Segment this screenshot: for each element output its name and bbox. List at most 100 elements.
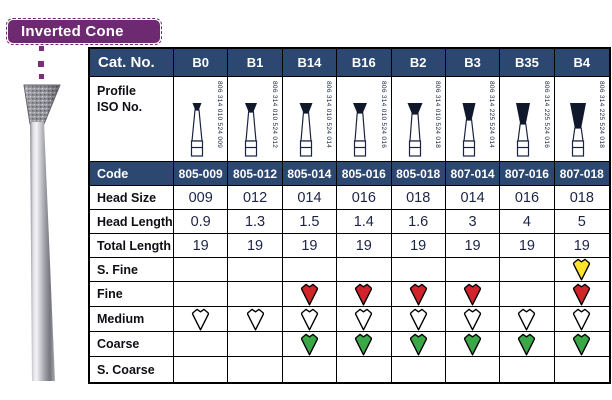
bur-profile-icon	[462, 103, 476, 157]
spec-cell-b1-text: 012	[242, 189, 268, 206]
grit-cell-b2	[391, 282, 446, 307]
grit-cell-b1	[228, 357, 283, 382]
grit-drop-icon-white	[300, 308, 319, 331]
bur-profile-icon	[299, 103, 313, 157]
grit-cell-b2	[391, 332, 446, 357]
grit-drop-icon-green	[300, 333, 319, 356]
code-cell-b16: 805-016	[337, 162, 392, 186]
grit-drop-icon-white	[518, 308, 536, 331]
spec-cell-b2: 19	[391, 234, 446, 258]
row-label-code: Code	[90, 162, 174, 186]
spec-cell-b4-text: 018	[569, 189, 594, 206]
grit-cell-b3	[445, 258, 501, 282]
grit-cell-b1	[228, 332, 283, 357]
spec-cell-b1: 19	[228, 234, 283, 258]
column-header-b1: B1	[228, 49, 283, 77]
grit-cell-b0	[174, 282, 229, 307]
bur-profile-icon	[353, 103, 368, 157]
row-label-s-fine: S. Fine	[90, 258, 174, 282]
column-header-b16-text: B16	[351, 55, 376, 70]
column-header-b35-text: B35	[515, 55, 539, 70]
grit-cell-b35	[500, 307, 555, 332]
spec-cell-b2-text: 1.6	[408, 213, 429, 230]
grit-drop-icon-white	[246, 308, 264, 331]
column-header-b2-text: B2	[409, 55, 427, 70]
spec-cell-b16-text: 19	[355, 237, 372, 254]
grit-drop-icon-white	[409, 308, 427, 331]
grit-cell-b2	[391, 258, 446, 282]
code-cell-b3: 807-014	[445, 162, 501, 186]
spec-cell-b1-text: 1.3	[244, 213, 266, 230]
column-header-b35: B35	[500, 49, 555, 77]
row-label-head-size: Head Size	[90, 186, 174, 210]
spec-cell-b2-text: 19	[410, 237, 427, 254]
grit-cell-b0	[174, 332, 229, 357]
grit-drop-icon-green	[463, 333, 482, 356]
spec-cell-b2: 018	[391, 186, 446, 210]
code-cell-b3-text: 807-014	[450, 166, 495, 181]
column-header-b14-text: B14	[297, 55, 322, 70]
spec-cell-b14-text: 014	[297, 189, 322, 206]
code-cell-b0: 805-009	[174, 162, 229, 186]
section-title-badge: Inverted Cone	[6, 18, 162, 45]
grit-drop-icon-white	[463, 308, 482, 331]
bur-catalog-table: Cat. No. B0 B1 B14 B16 B2 B3 B35 B4 Profile ISO No…	[88, 47, 611, 384]
spec-cell-b35-text: 19	[518, 237, 535, 254]
grit-cell-b35	[500, 282, 555, 307]
profile-cell-b16: 806 314 010 524 016	[337, 77, 392, 162]
grit-cell-b1	[228, 282, 283, 307]
grit-drop-icon-red	[300, 283, 319, 306]
iso-number-vertical: 806 314 010 524 014	[325, 81, 333, 149]
column-header-b4: B4	[554, 49, 609, 77]
row-label-s-coarse-text: S. Coarse	[97, 362, 155, 377]
spec-cell-b14-text: 1.5	[299, 213, 320, 230]
spec-cell-b2: 1.6	[391, 210, 446, 234]
decorative-dot	[39, 74, 44, 79]
grit-cell-b2	[391, 307, 446, 332]
code-cell-b4-text: 807-018	[559, 166, 604, 181]
spec-cell-b16-text: 1.4	[353, 213, 374, 230]
spec-cell-b35: 19	[500, 234, 555, 258]
iso-number-vertical: 806 314 225 524 018	[598, 81, 605, 149]
spec-cell-b35-text: 016	[514, 189, 540, 206]
grit-cell-b3	[445, 332, 501, 357]
spec-cell-b14: 1.5	[282, 210, 338, 234]
grit-cell-b35	[500, 357, 555, 382]
grit-cell-b1	[228, 258, 283, 282]
spec-cell-b1-text: 19	[246, 237, 264, 254]
grit-drop-icon-red	[463, 283, 482, 306]
grit-cell-b2	[392, 357, 446, 382]
spec-cell-b35: 016	[500, 186, 555, 210]
row-label-profile-iso: Profile ISO No.	[90, 77, 174, 162]
grit-cell-b3	[446, 357, 501, 382]
grit-drop-icon-red	[409, 283, 427, 306]
column-header-b1-text: B1	[246, 55, 264, 70]
spec-cell-b14: 014	[282, 186, 338, 210]
code-cell-b14: 805-014	[282, 162, 338, 186]
code-cell-b16-text: 805-016	[341, 166, 386, 181]
spec-cell-b16-text: 016	[351, 189, 376, 206]
code-cell-b1-text: 805-012	[233, 166, 278, 181]
bur-profile-icon	[407, 103, 422, 157]
section-title: Inverted Cone	[21, 23, 124, 40]
column-header-b3: B3	[445, 49, 501, 77]
row-label-coarse-text: Coarse	[97, 337, 140, 351]
grit-drop-icon-white	[355, 308, 373, 331]
row-label-code-text: Code	[97, 166, 129, 181]
iso-number-vertical: 806 314 010 524 009	[216, 81, 224, 149]
spec-cell-b0-text: 0.9	[190, 213, 211, 230]
grit-drop-icon-green	[355, 333, 373, 356]
profile-label-text: ISO No.	[97, 100, 143, 115]
profile-cell-b3: 806 314 225 524 014	[445, 77, 501, 162]
grit-drop-icon-white	[192, 308, 210, 331]
spec-cell-b3: 19	[445, 234, 501, 258]
spec-cell-b16: 1.4	[337, 210, 392, 234]
grit-cell-b16	[337, 258, 392, 282]
grit-cell-b16	[337, 282, 392, 307]
iso-number-vertical: 806 314 010 524 012	[270, 81, 278, 149]
decorative-dot	[38, 61, 44, 67]
spec-cell-b35: 4	[500, 210, 555, 234]
table-corner-header: Cat. No.	[90, 49, 174, 77]
grit-cell-b16	[337, 332, 392, 357]
grit-cell-b4	[554, 258, 609, 282]
